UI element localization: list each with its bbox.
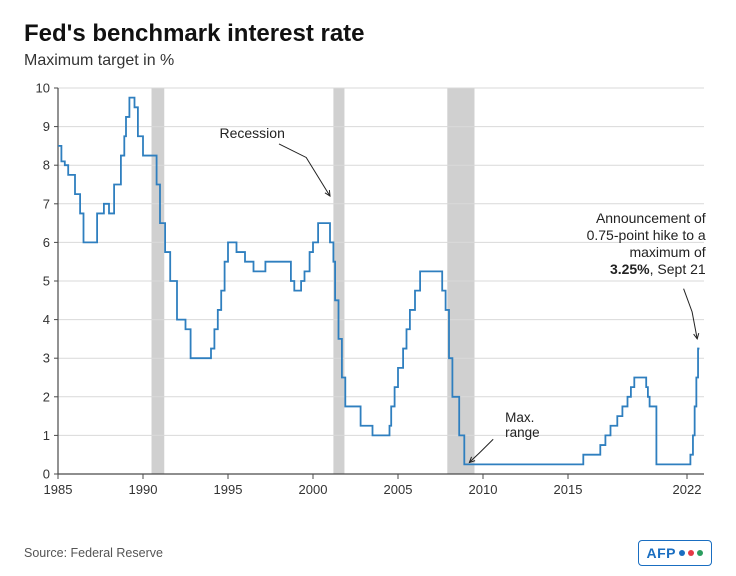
x-tick-label: 1990 — [129, 482, 158, 497]
y-tick-label: 1 — [43, 428, 50, 443]
x-tick-label: 2010 — [469, 482, 498, 497]
annotation-arrow — [279, 144, 330, 196]
source-text: Source: Federal Reserve — [24, 546, 163, 560]
chart-title: Fed's benchmark interest rate — [24, 20, 712, 48]
y-tick-label: 8 — [43, 158, 50, 173]
x-tick-label: 2000 — [299, 482, 328, 497]
chart-svg: 0 1 2 3 4 5 6 7 8 9 10 1985 1990 1995 2000 2005 2010 2015… — [24, 82, 712, 502]
afp-logo: AFP — [638, 540, 713, 566]
logo-text: AFP — [647, 545, 677, 561]
x-tick-label: 2015 — [554, 482, 583, 497]
logo-dot-green — [697, 550, 703, 556]
logo-dot-blue — [679, 550, 685, 556]
y-tick-label: 6 — [43, 235, 50, 250]
svg-text:3.25%, Sept 21: 3.25%, Sept 21 — [610, 261, 706, 277]
maxrange-label: range — [505, 425, 540, 440]
y-tick-label: 4 — [43, 312, 50, 327]
annotation-arrow — [684, 289, 698, 339]
x-tick-label: 2005 — [384, 482, 413, 497]
logo-dot-red — [688, 550, 694, 556]
y-tick-label: 5 — [43, 274, 50, 289]
maxrange-label: Max. — [505, 410, 534, 425]
svg-text:maximum of: maximum of — [629, 244, 705, 260]
announcement-label: Announcement of — [596, 210, 706, 226]
svg-text:0.75-point hike to a: 0.75-point hike to a — [587, 227, 706, 243]
chart-plot: 0 1 2 3 4 5 6 7 8 9 10 1985 1990 1995 2000 2005 2010 2015… — [24, 82, 712, 502]
y-tick-label: 2 — [43, 389, 50, 404]
x-tick-label: 1985 — [44, 482, 73, 497]
y-tick-label: 0 — [43, 467, 50, 482]
y-tick-label: 10 — [36, 82, 50, 96]
chart-subtitle: Maximum target in % — [24, 52, 712, 70]
chart-container: Fed's benchmark interest rate Maximum ta… — [0, 0, 736, 576]
y-tick-label: 3 — [43, 351, 50, 366]
y-tick-label: 9 — [43, 119, 50, 134]
recession-label: Recession — [220, 125, 285, 141]
y-tick-label: 7 — [43, 196, 50, 211]
x-tick-label: 1995 — [214, 482, 243, 497]
x-tick-label: 2022 — [673, 482, 702, 497]
